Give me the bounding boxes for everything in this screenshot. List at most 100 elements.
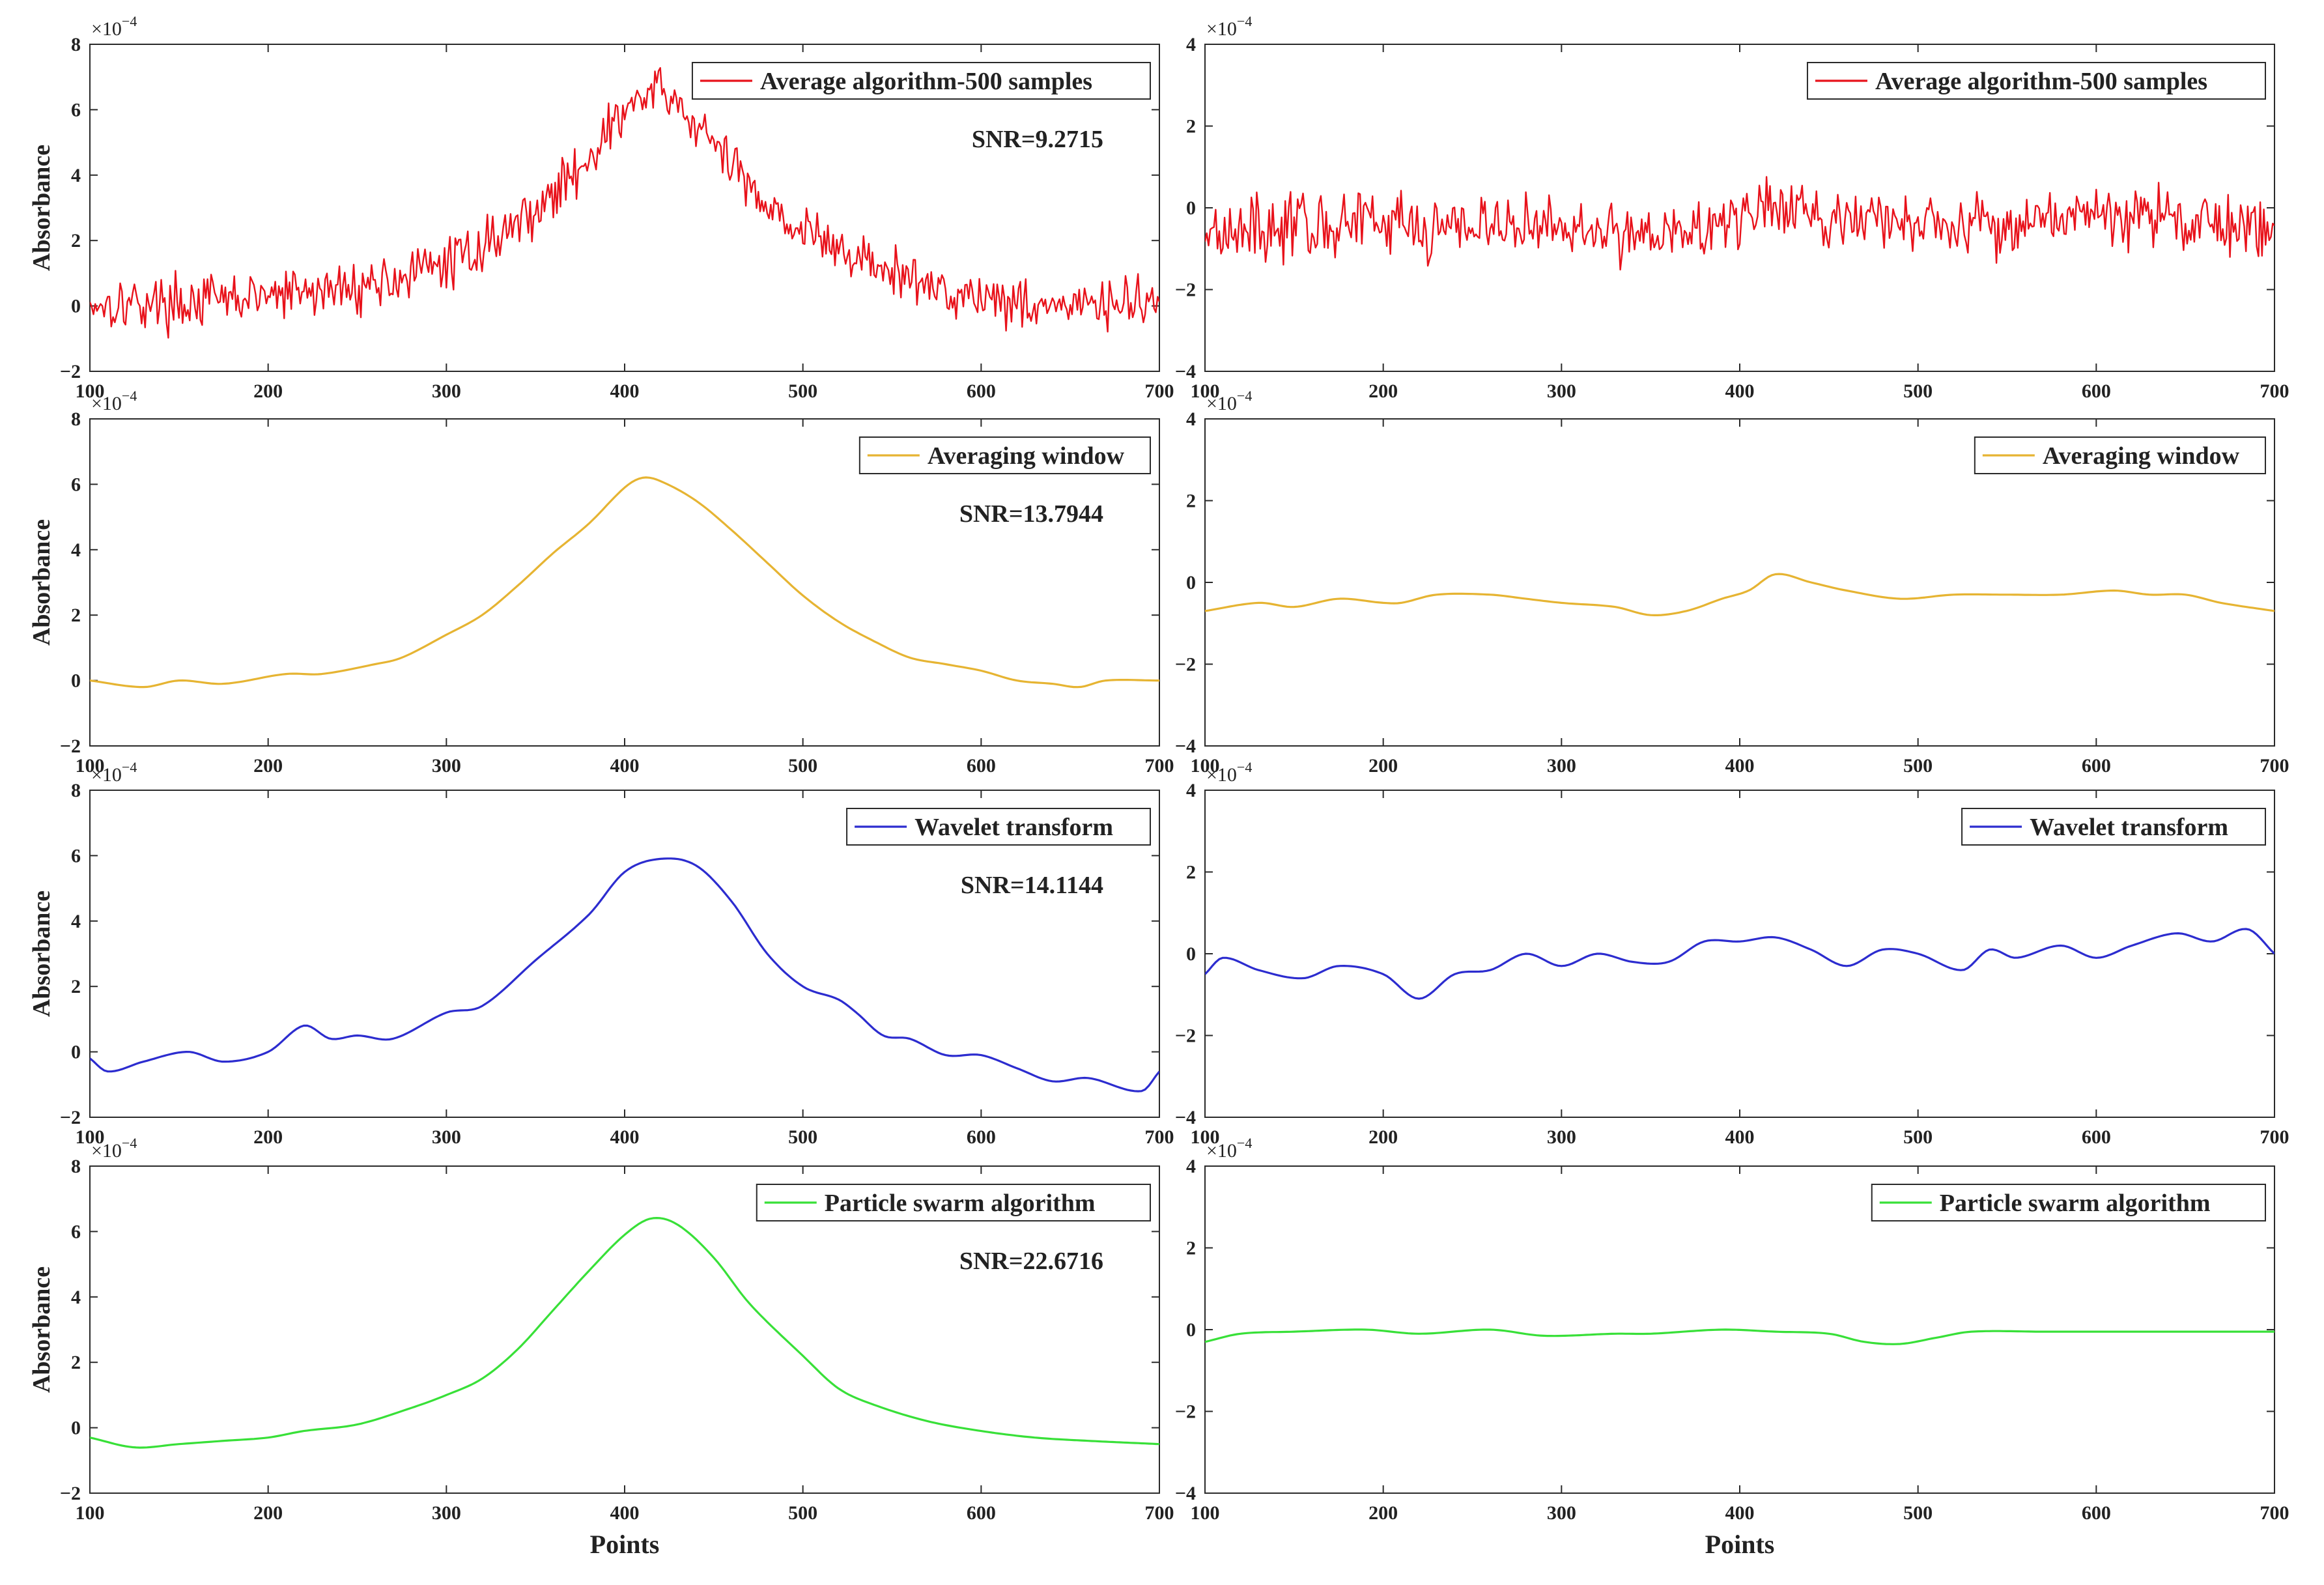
legend: Average algorithm-500 samples [691,62,1151,100]
series-line [90,1216,1159,1449]
axis-exponent-base: ×10 [91,393,122,414]
x-tick-label: 600 [2082,1502,2111,1524]
x-tick-label: 700 [2260,755,2289,777]
x-tick-label: 300 [432,380,461,402]
x-axis-label: Points [590,1530,660,1559]
legend-box [1806,62,2266,100]
axis-exponent-base: ×10 [1206,1140,1237,1162]
axis-exponent-base: ×10 [1206,393,1237,414]
series-line [90,476,1159,689]
series-line [1205,176,2274,271]
y-tick-label: 8 [71,408,81,430]
y-tick-label: 0 [1186,572,1196,593]
x-axis-label: Points [1705,1530,1775,1559]
x-tick-label: 200 [253,1502,283,1524]
x-tick-label: 300 [1547,380,1576,402]
x-tick-label: 700 [1145,1502,1174,1524]
legend-label: Particle swarm algorithm [1940,1190,2211,1217]
chart-window-flat: 100 200 300 400 500 600 700−4−2024×10−4Averagi… [1175,388,2289,777]
x-tick-label: 300 [1547,1126,1576,1148]
y-tick-label: 4 [1186,780,1196,801]
y-tick-label: 0 [71,1418,81,1439]
x-tick-label: 600 [2082,380,2111,402]
x-tick-label: 500 [1903,1126,1933,1148]
axis-exponent-power: −4 [1237,1135,1252,1151]
x-tick-label: 100 [76,755,105,777]
x-tick-label: 700 [1145,1126,1174,1148]
legend: Averaging window [1974,436,2267,474]
legend: Average algorithm-500 samples [1806,62,2266,100]
y-tick-label: 4 [1186,408,1196,430]
chart-avg-500-flat: 100 200 300 400 500 600 700−4−2024×10−4Average… [1175,13,2289,402]
axis-exponent-power: −4 [122,388,137,404]
axis-exponent-base: ×10 [91,764,122,786]
chart-wavelet-peak: 100 200 300 400 500 600 700−202468×10−4Absorba… [28,759,1174,1148]
y-tick-label: 8 [71,1156,81,1177]
axis-exponent: ×10−4 [1206,759,1252,786]
legend-label: Wavelet transform [914,814,1113,841]
x-tick-label: 400 [610,755,640,777]
y-tick-label: −2 [60,361,81,382]
x-tick-label: 500 [788,1502,817,1524]
snr-annotation: SNR=22.6716 [959,1248,1103,1275]
x-tick-label: 200 [253,380,283,402]
snr-annotation: SNR=14.1144 [961,872,1103,899]
legend: Particle swarm algorithm [756,1184,1151,1221]
axis-exponent: ×10−4 [1206,13,1252,40]
x-tick-label: 200 [1368,1126,1398,1148]
y-tick-label: 8 [71,34,81,55]
y-tick-label: 0 [1186,943,1196,965]
series-line [90,66,1159,339]
x-tick-label: 200 [1368,755,1398,777]
y-tick-label: −2 [1175,1025,1196,1047]
x-tick-label: 600 [2082,755,2111,777]
y-tick-label: −2 [1175,1401,1196,1423]
y-tick-label: −2 [1175,654,1196,676]
x-tick-label: 200 [253,1126,283,1148]
x-tick-label: 200 [253,755,283,777]
y-tick-label: 2 [1186,116,1196,137]
x-tick-label: 400 [1725,1502,1755,1524]
x-tick-label: 600 [967,755,996,777]
y-tick-label: 6 [71,99,81,121]
x-tick-label: 700 [2260,1126,2289,1148]
x-tick-label: 300 [432,1126,461,1148]
y-tick-label: −2 [1175,279,1196,301]
x-tick-label: 200 [1368,1502,1398,1524]
x-tick-label: 700 [2260,1502,2289,1524]
x-tick-label: 600 [967,380,996,402]
y-tick-label: −4 [1175,735,1196,757]
y-axis-label: Absorbance [28,891,55,1017]
x-tick-label: 400 [610,1502,640,1524]
axis-exponent: ×10−4 [1206,388,1252,414]
legend-label: Averaging window [2043,442,2240,470]
x-tick-label: 600 [967,1126,996,1148]
axis-exponent-power: −4 [1237,13,1252,29]
x-tick-label: 300 [432,755,461,777]
legend: Averaging window [858,436,1151,474]
x-tick-label: 400 [610,380,640,402]
y-tick-label: 2 [71,1352,81,1373]
series-line [1205,1328,2274,1345]
legend-label: Average algorithm-500 samples [760,68,1092,95]
axis-exponent: ×10−4 [91,388,137,414]
y-tick-label: −4 [1175,1483,1196,1504]
series-line [90,857,1159,1092]
y-tick-label: 4 [71,1287,81,1308]
legend-box [756,1184,1151,1221]
y-tick-label: 2 [71,605,81,626]
y-tick-label: 4 [71,911,81,932]
x-tick-label: 100 [1191,1502,1220,1524]
x-tick-label: 700 [1145,380,1174,402]
snr-annotation: SNR=9.2715 [972,126,1103,153]
y-tick-label: 4 [1186,34,1196,55]
axis-exponent-base: ×10 [91,1140,122,1162]
axis-exponent: ×10−4 [91,13,137,40]
axis-exponent-power: −4 [122,13,137,29]
x-tick-label: 100 [1191,755,1220,777]
x-tick-label: 400 [610,1126,640,1148]
snr-annotation: SNR=13.7944 [959,500,1103,528]
legend-box [691,62,1151,100]
legend-label: Particle swarm algorithm [825,1190,1096,1217]
